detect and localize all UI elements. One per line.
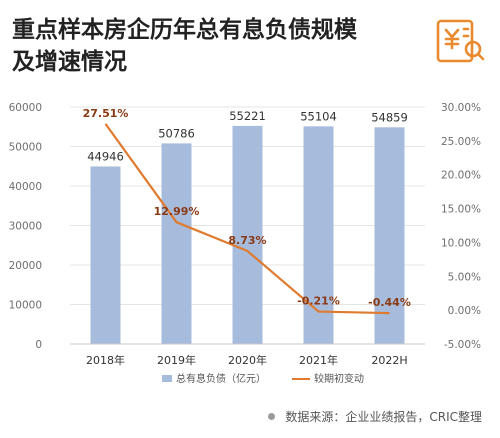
y-left-tick-label: 0: [35, 339, 42, 351]
y-right-tick-label: 15.00%: [441, 204, 481, 216]
y-left-tick-label: 10000: [9, 300, 42, 312]
data-labels: 44946 50786 55221 55104 54859 27.51% 12.99% 8.7…: [83, 107, 411, 309]
chart-title-line-2: 及增速情况: [12, 49, 127, 75]
line-value-label: 12.99%: [154, 205, 200, 218]
bar-value-label: 50786: [158, 126, 195, 140]
chart-title: 重点样本房企历年总有息负债规模 及增速情况: [12, 14, 412, 78]
bar: [161, 143, 192, 344]
legend-label-bar: 总有息负债（亿元）: [176, 372, 266, 385]
x-tick-label: 2020年: [228, 353, 267, 367]
y-right-tick-label: -5.00%: [444, 339, 481, 351]
legend: 总有息负债（亿元） 较期初变动: [162, 372, 364, 385]
x-tick-label: 2018年: [86, 353, 125, 367]
legend-label-line: 较期初变动: [314, 372, 364, 385]
y-right-tick-label: 10.00%: [441, 237, 481, 249]
y-right-tick-label: 25.00%: [441, 136, 481, 148]
line-value-label: 8.73%: [228, 234, 266, 247]
y-left-tick-label: 20000: [9, 260, 42, 272]
x-tick-label: 2021年: [299, 353, 338, 367]
y-right-tick-label: 0.00%: [448, 305, 481, 317]
y-left-tick-label: 40000: [9, 181, 42, 193]
y-right-tick-label: 20.00%: [441, 170, 481, 182]
bullet-dot-icon: [268, 413, 276, 420]
y-right-tick-label: 5.00%: [448, 271, 481, 283]
bar: [232, 125, 263, 345]
y-left-tick-label: 30000: [9, 221, 42, 233]
bar-value-label: 55221: [229, 109, 266, 123]
x-tick-label: 2019年: [157, 353, 196, 367]
line-value-label: -0.21%: [297, 295, 340, 308]
bar-value-label: 55104: [300, 109, 337, 123]
bar: [303, 126, 334, 344]
axes: 0 10000 20000 30000 40000 50000 60000 -5.00% 0.0…: [9, 102, 481, 367]
bar: [374, 127, 405, 345]
y-right-tick-label: 30.00%: [441, 102, 481, 114]
source-text: 数据来源：企业业绩报告，CRIC整理: [285, 410, 482, 424]
x-tick-label: 2022H: [371, 354, 407, 367]
bar-value-label: 54859: [371, 110, 408, 124]
line-value-label: -0.44%: [368, 296, 411, 309]
bar-value-label: 44946: [87, 149, 124, 163]
yuan-document-icon: [436, 19, 485, 63]
legend-swatch-bar: [162, 375, 172, 382]
y-left-tick-label: 50000: [9, 142, 42, 154]
line-series: [104, 123, 390, 315]
chart-title-line-1: 重点样本房企历年总有息负债规模: [12, 17, 357, 43]
source-note: 数据来源：企业业绩报告，CRIC整理: [268, 408, 482, 425]
line-value-label: 27.51%: [83, 107, 129, 120]
y-left-tick-label: 60000: [9, 102, 42, 114]
bars: [90, 125, 405, 345]
bar: [90, 166, 121, 344]
